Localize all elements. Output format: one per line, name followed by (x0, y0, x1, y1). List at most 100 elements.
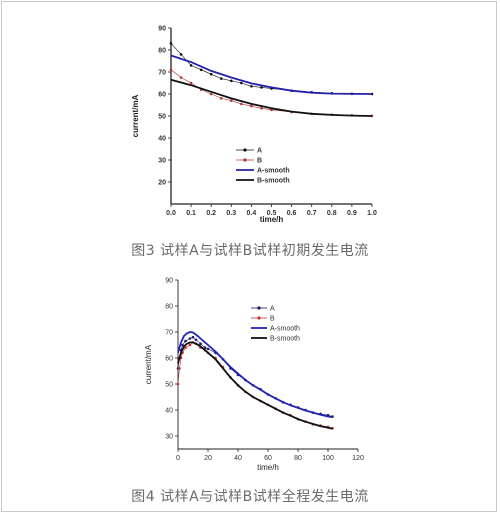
series-b-smooth (170, 78, 373, 117)
x-tick-label: 0.4 (247, 210, 257, 217)
series-line-a-smooth (177, 331, 333, 419)
y-axis-label: current/mA (144, 344, 153, 384)
y-tick-label: 90 (165, 278, 173, 285)
x-tick-label: 80 (294, 455, 302, 462)
data-point (250, 85, 253, 88)
series-line-a-smooth (170, 54, 373, 95)
data-point (209, 92, 213, 96)
data-point (203, 346, 207, 349)
x-axis-label: time/h (257, 463, 279, 472)
series-b (176, 341, 334, 430)
series-connector-b (177, 342, 333, 429)
data-point (191, 335, 195, 339)
data-point (179, 76, 183, 79)
legend-marker (243, 158, 247, 162)
x-tick-label: 0.5 (267, 210, 277, 217)
data-point (219, 97, 223, 100)
data-point (199, 342, 202, 346)
series-a-smooth (177, 331, 333, 419)
y-tick-label: 80 (158, 48, 166, 55)
y-tick-label: 90 (158, 26, 166, 33)
x-tick-label: 20 (204, 455, 212, 462)
legend-label: A-smooth (257, 168, 290, 175)
y-tick-label: 30 (158, 158, 166, 165)
data-point (194, 338, 198, 342)
x-tick-label: 0 (176, 455, 180, 462)
legend-marker (257, 316, 261, 320)
legend-label: B-smooth (257, 178, 290, 185)
data-point (169, 42, 173, 45)
y-tick-label: 80 (165, 304, 173, 311)
data-point (230, 79, 233, 83)
y-tick-label: 40 (158, 136, 166, 143)
series-b-smooth (177, 341, 333, 430)
legend-label: B (257, 158, 262, 165)
y-tick-label: 60 (158, 92, 166, 99)
data-point (181, 343, 184, 347)
y-tick-label: 50 (158, 114, 166, 121)
data-point (188, 343, 192, 347)
data-point (260, 107, 263, 110)
x-tick-label: 120 (352, 455, 364, 462)
legend-label: A (257, 148, 262, 155)
data-point (188, 337, 192, 340)
x-tick-label: 0.0 (166, 210, 176, 217)
legend-marker (257, 306, 261, 310)
data-point (184, 339, 187, 343)
series-a-smooth (170, 54, 373, 95)
data-point (176, 382, 180, 386)
legend: AB A-smooth B-smooth (236, 148, 290, 185)
legend: AB A-smooth B-smooth (251, 306, 300, 343)
data-point (169, 68, 173, 72)
series-b (169, 68, 374, 118)
x-tick-label: 0.6 (287, 210, 297, 217)
data-point (199, 68, 203, 72)
y-tick-label: 60 (165, 356, 173, 363)
data-point (184, 346, 187, 349)
legend-label: A (270, 306, 275, 313)
x-axis-label: time/h (260, 215, 284, 224)
x-tick-label: 1.0 (367, 210, 377, 217)
data-point (240, 102, 243, 106)
y-tick-label: 50 (165, 382, 173, 389)
series-line-b-smooth (170, 78, 373, 117)
y-tick-label: 20 (158, 180, 166, 187)
x-tick-label: 0.3 (226, 210, 236, 217)
x-tick-label: 0.7 (307, 210, 317, 217)
y-tick-label: 30 (165, 434, 173, 441)
y-tick-label: 70 (158, 70, 166, 77)
data-point (250, 104, 253, 108)
y-tick-label: 70 (165, 330, 173, 337)
x-tick-label: 0.9 (347, 210, 357, 217)
x-tick-label: 100 (322, 455, 334, 462)
legend-label: B-smooth (270, 336, 300, 343)
x-tick-label: 60 (264, 455, 272, 462)
figure4-caption: 图4 试样A与试样B试样全程发生电流 (131, 489, 369, 505)
data-point (206, 347, 210, 351)
figure3-caption: 图3 试样A与试样B试样初期发生电流 (131, 243, 369, 259)
data-point (209, 72, 213, 76)
chart-2: 0 20 40 60 80 100 120 30 40 50 60 70 80 90 time/h curre… (144, 278, 364, 473)
data-point (178, 367, 181, 370)
series-line-b-smooth (177, 341, 333, 430)
legend-label: B (270, 316, 275, 323)
y-tick-label: 40 (165, 408, 173, 415)
x-tick-label: 0.1 (186, 210, 196, 217)
legend-label: A-smooth (270, 326, 300, 333)
data-point (230, 99, 233, 102)
data-point (189, 64, 193, 67)
x-tick-label: 0.8 (327, 210, 337, 217)
data-point (179, 53, 183, 56)
x-tick-label: 0.2 (206, 210, 216, 217)
y-axis-label: current/mA (131, 94, 140, 137)
legend-marker (243, 148, 247, 152)
chart-1: 0.0 0.1 0.2 0.3 0.4 0.5 0.6 0.7 0.8 0.9 1.0 20 30 40 5… (131, 26, 377, 225)
series-connector-a (177, 336, 333, 417)
data-point (240, 81, 243, 85)
data-point (260, 86, 263, 89)
data-point (189, 81, 193, 85)
x-tick-label: 40 (234, 455, 242, 462)
data-point (219, 77, 223, 80)
